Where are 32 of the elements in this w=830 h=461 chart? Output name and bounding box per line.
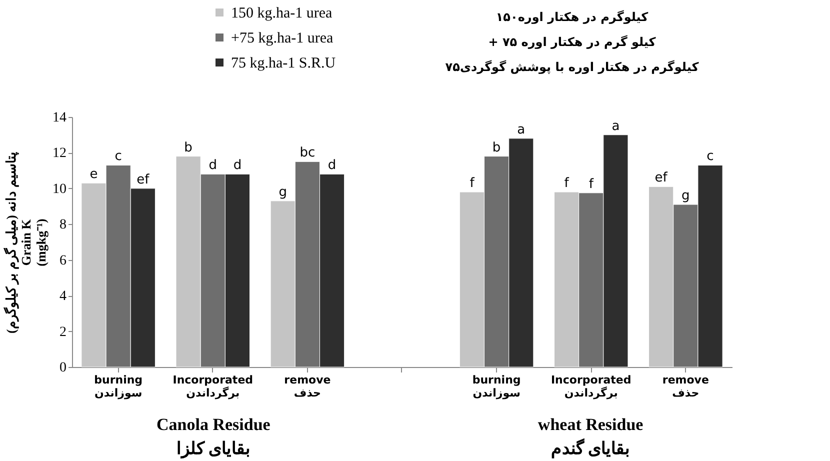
data-label: f bbox=[564, 176, 570, 191]
data-label: b bbox=[184, 140, 192, 156]
text: ۷۵کیلوگرم در هکتار اوره با پوشش گوگردی bbox=[445, 60, 699, 74]
y-tick-label: 10 bbox=[52, 182, 66, 197]
data-label: f bbox=[588, 176, 594, 192]
data-label: g bbox=[682, 188, 690, 204]
data-label: b bbox=[492, 140, 501, 156]
data-label: d bbox=[208, 158, 218, 174]
legend-label: 75 kg.ha-1 S.R.U bbox=[231, 56, 336, 72]
data-label: c bbox=[706, 149, 714, 164]
data-label: ef bbox=[136, 172, 150, 188]
y-tick-label: 14 bbox=[52, 110, 66, 126]
data-label: a bbox=[517, 122, 526, 138]
y-tick-label: 2 bbox=[60, 324, 66, 340]
text: ۱۵۰کیلوگرم در هکتار اوره bbox=[496, 10, 648, 24]
y-tick-label: 8 bbox=[60, 218, 66, 233]
data-label: g bbox=[278, 184, 287, 200]
y-tick-label: 0 bbox=[60, 360, 66, 376]
data-label: c bbox=[114, 149, 122, 164]
data-label: f bbox=[470, 176, 475, 191]
y-tick-label: 6 bbox=[60, 253, 66, 268]
legend-label: 150 kg.ha-1 urea bbox=[231, 6, 333, 22]
y-tick-label: 12 bbox=[52, 146, 66, 162]
data-label: e bbox=[90, 167, 98, 182]
text: + ۷۵ کیلو گرم در هکتار اوره bbox=[488, 35, 656, 49]
legend-label: +75 kg.ha-1 urea bbox=[231, 30, 334, 46]
y-tick-label: 4 bbox=[60, 289, 66, 304]
data-label: d bbox=[233, 158, 242, 174]
data-label: ef bbox=[654, 170, 668, 186]
data-label: bc bbox=[300, 146, 316, 161]
data-label: a bbox=[612, 118, 620, 134]
data-label: d bbox=[328, 158, 336, 174]
